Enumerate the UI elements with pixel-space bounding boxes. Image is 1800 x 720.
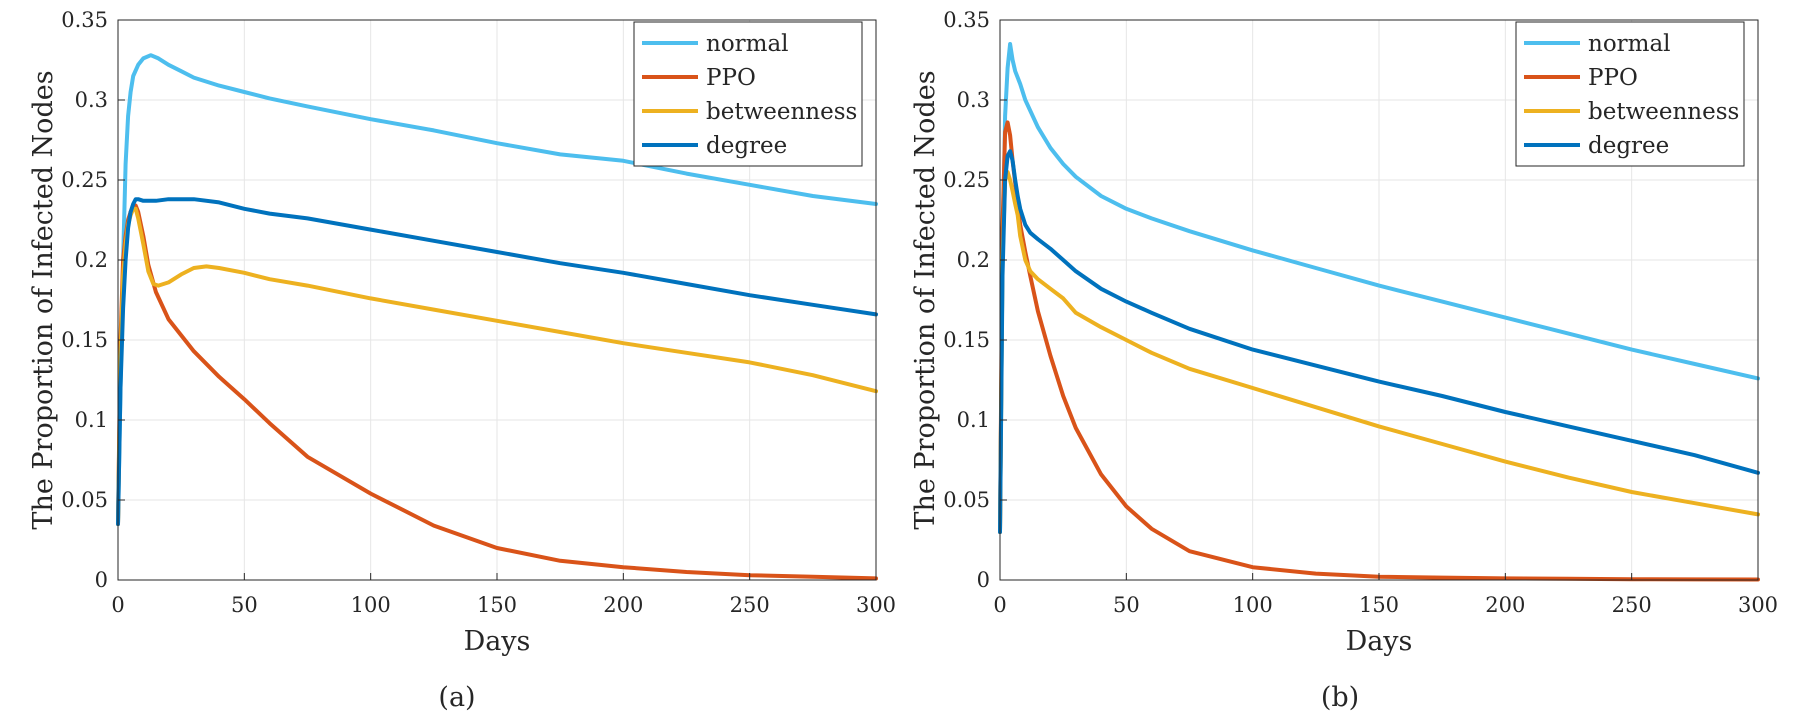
panel-label-b: (b) [1321, 682, 1359, 713]
y-tick-label: 0.25 [61, 168, 108, 192]
y-tick-label: 0.3 [75, 88, 108, 112]
ticks-b: 0 50 100 150 200 250 300 0 0.05 0.1 0.15 0.2 0.25 0.3… [943, 8, 1778, 617]
legend-box-b [1515, 21, 1745, 167]
x-tick-label: 200 [603, 593, 643, 617]
y-tick-label: 0.25 [943, 168, 990, 192]
x-axis-label-a: Days [464, 626, 531, 657]
y-tick-label: 0.05 [943, 488, 990, 512]
y-tick-label: 0.2 [957, 248, 990, 272]
x-tick-label: 0 [993, 593, 1006, 617]
y-tick-label: 0.1 [957, 408, 990, 432]
y-tick-label: 0 [977, 568, 990, 592]
chart-panel-b: 0 50 100 150 200 250 300 0 0.05 0.1 0.15 0.2 0.25 0.3… [910, 8, 1778, 713]
legend-b: normal PPO betweenness degree [1515, 21, 1745, 167]
x-tick-label: 200 [1485, 593, 1525, 617]
x-axis-label-b: Days [1346, 626, 1413, 657]
y-tick-label: 0.3 [957, 88, 990, 112]
x-tick-label: 250 [730, 593, 770, 617]
series-line-betweenness-b [998, 170, 1760, 534]
x-tick-label: 150 [1359, 593, 1399, 617]
x-tick-label: 150 [477, 593, 517, 617]
series-line-ppo-b [998, 120, 1760, 582]
y-axis-label-b: The Proportion of Infected Nodes [910, 70, 941, 529]
y-tick-label: 0 [95, 568, 108, 592]
y-tick-label: 0.35 [943, 8, 990, 32]
series-line-normal-b [998, 42, 1760, 534]
legend-label-betweenness: betweenness [706, 99, 857, 125]
x-tick-label: 50 [231, 593, 258, 617]
series-group-a [116, 53, 878, 581]
legend-label-ppo: PPO [1588, 65, 1638, 91]
x-tick-label: 300 [856, 593, 896, 617]
y-tick-label: 0.15 [61, 328, 108, 352]
x-tick-label: 300 [1738, 593, 1778, 617]
legend-label-degree: degree [1588, 133, 1669, 159]
legend-a: normal PPO betweenness degree [633, 21, 863, 167]
legend-label-ppo: PPO [706, 65, 756, 91]
legend-box-a [633, 21, 863, 167]
x-tick-label: 100 [351, 593, 391, 617]
series-line-degree-b [998, 149, 1760, 534]
legend-label-normal: normal [1588, 31, 1671, 57]
x-tick-label: 0 [111, 593, 124, 617]
chart-panel-a: 0 50 100 150 200 250 300 0 0.05 0.1 0.15 0.2 0.25 0.3… [28, 8, 896, 713]
y-tick-label: 0.1 [75, 408, 108, 432]
legend-label-normal: normal [706, 31, 789, 57]
y-tick-label: 0.2 [75, 248, 108, 272]
x-tick-label: 50 [1113, 593, 1140, 617]
y-tick-label: 0.15 [943, 328, 990, 352]
x-tick-label: 100 [1233, 593, 1273, 617]
ticks-a: 0 50 100 150 200 250 300 0 0.05 0.1 0.15 0.2 0.25 0.3… [61, 8, 896, 617]
panel-label-a: (a) [438, 682, 475, 713]
y-tick-label: 0.05 [61, 488, 108, 512]
legend-label-degree: degree [706, 133, 787, 159]
y-tick-label: 0.35 [61, 8, 108, 32]
series-line-degree-a [116, 197, 878, 526]
y-axis-label-a: The Proportion of Infected Nodes [28, 70, 59, 529]
series-group-b [998, 42, 1760, 582]
series-line-normal-a [116, 53, 878, 526]
legend-label-betweenness: betweenness [1588, 99, 1739, 125]
x-tick-label: 250 [1612, 593, 1652, 617]
